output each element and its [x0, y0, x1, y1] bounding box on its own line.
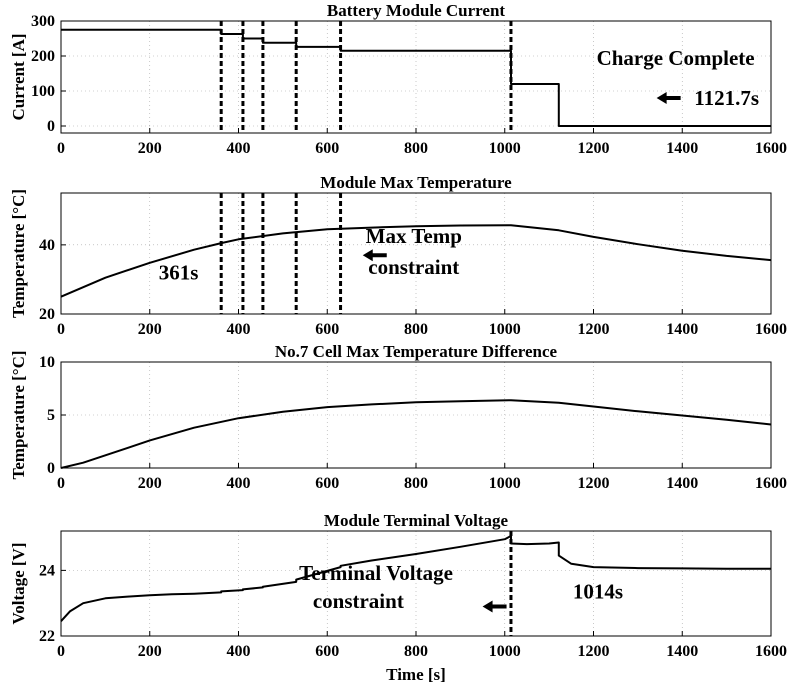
y-tick-label: 0	[47, 118, 55, 135]
x-tick-label: 200	[138, 643, 162, 660]
x-tick-label: 0	[57, 321, 65, 338]
x-tick-label: 600	[315, 140, 339, 157]
y-axis-label: Voltage [V]	[9, 543, 28, 625]
x-tick-label: 1200	[578, 475, 610, 492]
x-tick-label: 1000	[489, 475, 521, 492]
y-tick-label: 300	[31, 13, 55, 30]
x-tick-label: 1400	[666, 643, 698, 660]
plot-frame	[60, 530, 772, 637]
annotation-label: 1014s	[573, 579, 623, 603]
y-axis-label: Current [A]	[9, 33, 28, 120]
x-tick-label: 800	[404, 643, 428, 660]
x-tick-label: 400	[227, 475, 251, 492]
x-tick-label: 1000	[489, 321, 521, 338]
x-tick-label: 0	[57, 643, 65, 660]
x-tick-label: 1200	[578, 321, 610, 338]
arrow-icon	[362, 249, 387, 262]
x-tick-label: 800	[404, 321, 428, 338]
y-tick-label: 20	[39, 306, 55, 323]
annotation-label: 1121.7s	[694, 86, 759, 110]
x-tick-label: 200	[138, 140, 162, 157]
chart-title: Battery Module Current	[327, 1, 505, 20]
y-tick-label: 100	[31, 83, 55, 100]
series-line-voltage	[60, 534, 771, 622]
series-line-current	[61, 28, 771, 127]
y-axis-label: Temperature [°C]	[9, 189, 28, 318]
x-tick-label: 1600	[755, 140, 787, 157]
chart-title: Module Max Temperature	[320, 173, 512, 192]
x-tick-label: 400	[227, 321, 251, 338]
y-tick-label: 40	[39, 237, 55, 254]
chart-title: No.7 Cell Max Temperature Difference	[275, 342, 558, 361]
x-tick-label: 200	[138, 321, 162, 338]
x-tick-label: 1600	[755, 321, 787, 338]
x-tick-label: 200	[138, 475, 162, 492]
x-tick-label: 1400	[666, 475, 698, 492]
annotation-label: Terminal Voltage	[299, 561, 453, 585]
panel-tempdiff: 0 200 400 600 800 1000 1200 1400 1600 0 5 10 No.7 Ce…	[9, 342, 787, 492]
annotation-label: constraint	[313, 589, 404, 613]
x-tick-label: 1400	[666, 321, 698, 338]
annotation-label: Charge Complete	[597, 46, 755, 70]
x-tick-label: 400	[227, 643, 251, 660]
plot-frame	[60, 20, 772, 134]
x-tick-label: 1600	[755, 643, 787, 660]
x-tick-label: 0	[57, 140, 65, 157]
series-line-tempdiff	[60, 399, 772, 469]
series-line-maxtemp	[60, 224, 772, 298]
x-tick-label: 400	[227, 140, 251, 157]
x-tick-label: 0	[57, 475, 65, 492]
x-tick-label: 1400	[666, 140, 698, 157]
panel-current: 0 200 400 600 800 1000 1200 1400 1600 0 100 200 300 B…	[9, 1, 787, 157]
x-tick-label: 600	[315, 643, 339, 660]
panel-maxtemp: 0 200 400 600 800 1000 1200 1400 1600 20 40 Module …	[9, 173, 787, 338]
x-tick-label: 800	[404, 475, 428, 492]
arrow-icon	[482, 600, 507, 613]
x-tick-label: 1600	[755, 475, 787, 492]
x-tick-label: 1000	[489, 140, 521, 157]
y-tick-label: 22	[39, 628, 55, 645]
x-tick-label: 1000	[489, 643, 521, 660]
annotation-label: 361s	[159, 260, 199, 284]
x-tick-label: 600	[315, 475, 339, 492]
chart-title: Module Terminal Voltage	[324, 511, 509, 530]
annotation-label: Max Temp	[366, 224, 462, 248]
plot-frame	[60, 361, 772, 469]
y-tick-label: 200	[31, 48, 55, 65]
y-tick-label: 24	[39, 562, 55, 579]
annotation-label: constraint	[368, 255, 459, 279]
y-axis-label: Temperature [°C]	[9, 350, 28, 479]
arrow-icon	[656, 92, 681, 104]
panel-voltage: 0 200 400 600 800 1000 1200 1400 1600 22 24 Module …	[9, 511, 787, 684]
y-tick-label: 0	[47, 460, 55, 477]
y-tick-label: 10	[39, 354, 55, 371]
x-tick-label: 1200	[578, 643, 610, 660]
x-tick-label: 600	[315, 321, 339, 338]
x-axis-label: Time [s]	[386, 665, 446, 684]
y-tick-label: 5	[47, 407, 55, 424]
x-tick-label: 1200	[578, 140, 610, 157]
x-tick-label: 800	[404, 140, 428, 157]
